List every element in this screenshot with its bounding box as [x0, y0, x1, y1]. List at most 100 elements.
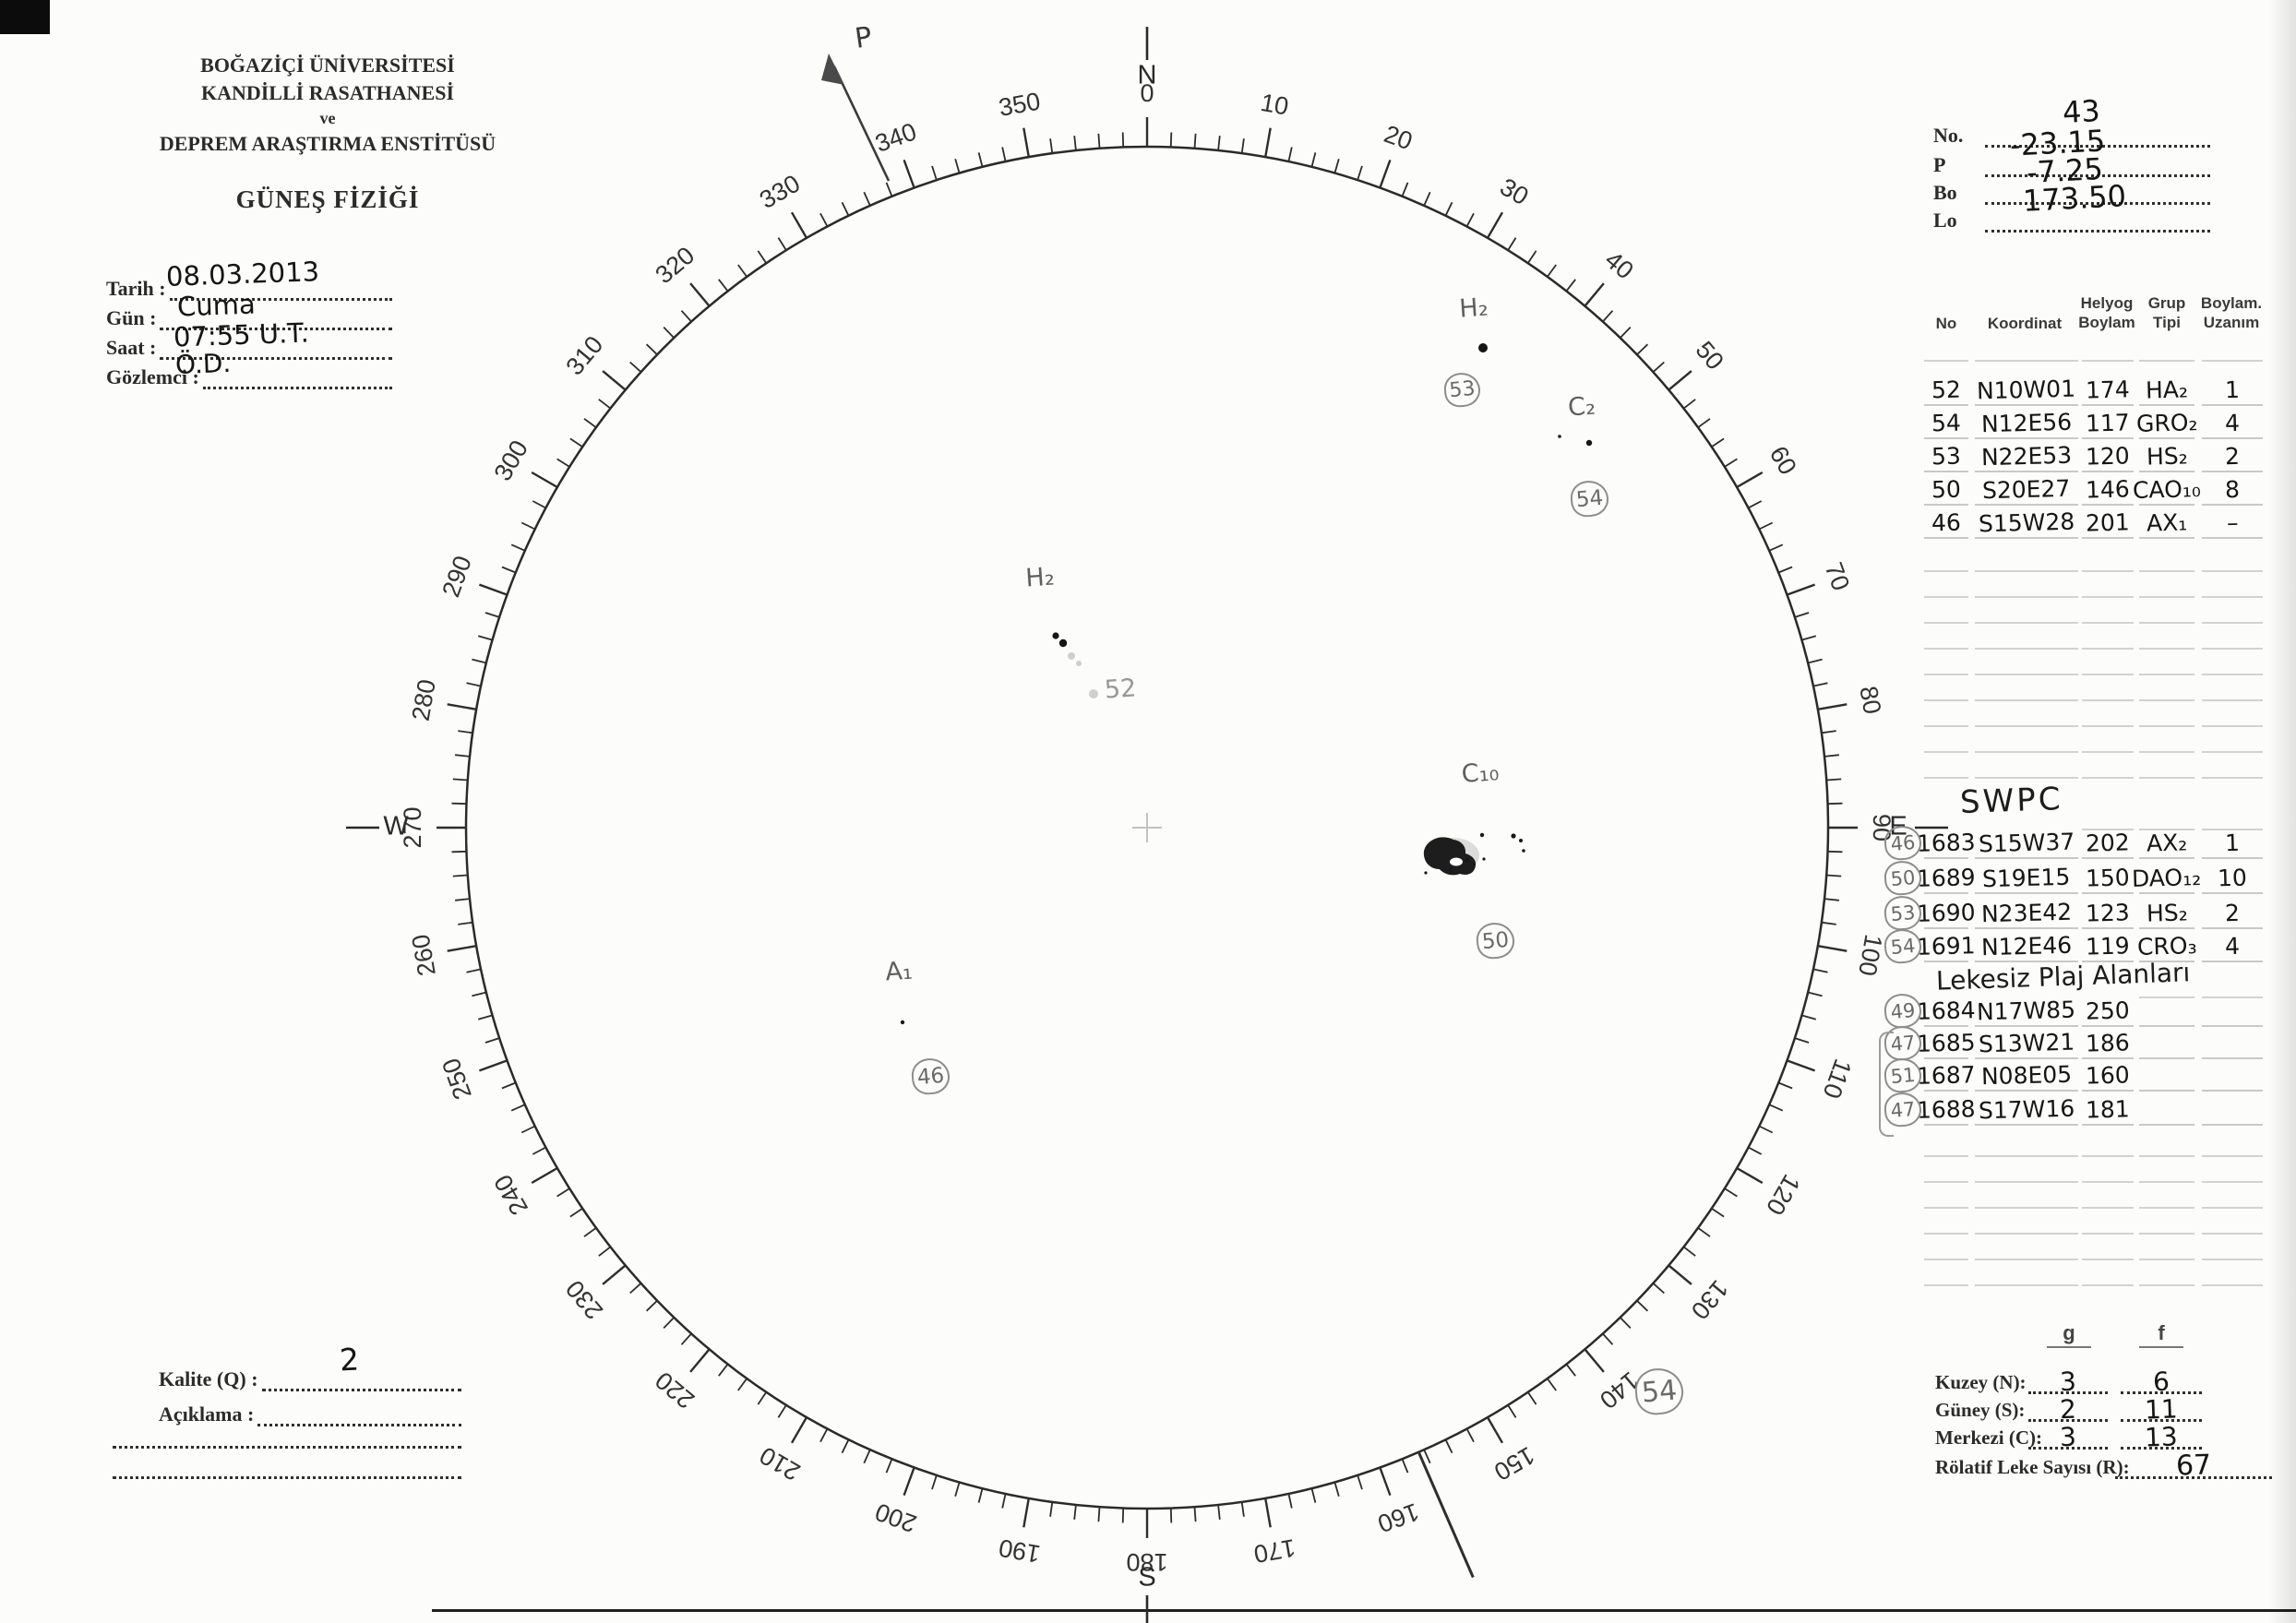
table-cell-no: 1687 [1917, 1056, 1976, 1092]
field-gun-label: Gün : [106, 306, 157, 329]
degree-tick [663, 1317, 675, 1330]
degree-tick [718, 279, 729, 292]
empty-rule-line [1975, 699, 2078, 701]
degree-tick [501, 1081, 517, 1090]
empty-rule-line [1975, 648, 2078, 650]
field-aciklama: Açıklama : [159, 1399, 461, 1426]
field-gozlemci-label: Gözlemci : [106, 365, 199, 388]
table-cell-koordinat: N22E53 [1975, 437, 2078, 472]
degree-tick [1748, 500, 1763, 509]
field-aciklama-label: Açıklama : [159, 1402, 255, 1426]
degree-label: 40 [1599, 245, 1638, 284]
ephemeris-bo: Bo [1933, 179, 2210, 205]
degree-tick [1827, 850, 1843, 853]
table-cell-helyog: 186 [2082, 1024, 2134, 1059]
degree-tick [689, 1348, 711, 1373]
empty-rule-line [1975, 1207, 2078, 1209]
table-cell-grup: AX₂ [2139, 824, 2194, 859]
degree-tick [1736, 471, 1764, 489]
degree-tick [1807, 991, 1823, 997]
empty-rule-line [2139, 648, 2194, 650]
sunspot-group-label: C₁₀ [1460, 758, 1501, 789]
empty-rule-line [1924, 648, 1968, 650]
degree-tick [1636, 343, 1649, 355]
org-line-1: BOĞAZİÇİ ÜNİVERSİTESİ [200, 54, 455, 77]
empty-rule-line [2082, 674, 2134, 675]
sunspot [1558, 435, 1561, 438]
degree-tick [1758, 1125, 1774, 1134]
table-cell-koordinat: N12E56 [1975, 404, 2078, 439]
degree-tick [1379, 1467, 1392, 1497]
empty-rule-line [1924, 1181, 1968, 1183]
degree-label: 340 [871, 117, 920, 158]
pole-arrow-label: P [853, 21, 874, 55]
degree-tick [1444, 201, 1453, 217]
table-cell-no: 50 [1924, 471, 1968, 506]
empty-rule-line [2202, 777, 2263, 779]
degree-tick [977, 152, 984, 168]
degree-tick [477, 1014, 493, 1020]
sunspot-group-label: C₂ [1567, 391, 1596, 423]
degree-tick [466, 968, 482, 973]
degree-tick [1379, 159, 1392, 188]
ephemeris-p-label: P [1933, 153, 1946, 176]
org-line-4: DEPREM ARAŞTIRMA ENSTİTÜSÜ [159, 132, 496, 155]
table-cell-helyog: 123 [2082, 894, 2134, 929]
table-cell-no: 1691 [1917, 927, 1976, 962]
degree-tick [885, 1458, 893, 1474]
degree-tick [757, 1391, 768, 1405]
empty-rule-line [2082, 777, 2134, 779]
degree-tick [1547, 1378, 1557, 1391]
dotted-line [160, 300, 392, 330]
degree-label: 0 [1140, 79, 1154, 107]
degree-label: 290 [436, 552, 477, 601]
table-cell-uzanim: 10 [2202, 859, 2263, 894]
degree-tick [532, 500, 546, 509]
degree-tick [455, 898, 471, 901]
degree-tick [1465, 212, 1475, 227]
degree-tick [1001, 147, 1007, 162]
summary-guney-label: Güney (S): [1935, 1399, 2026, 1421]
degree-label: 250 [436, 1055, 477, 1104]
table-cell-koordinat: N17W85 [1975, 992, 2078, 1027]
degree-tick [1169, 132, 1173, 148]
degree-tick [1821, 921, 1836, 925]
degree-tick [1817, 703, 1848, 710]
degree-tick [863, 191, 871, 207]
table-cell-koordinat: N10W01 [1975, 371, 2078, 406]
degree-tick [1826, 874, 1842, 877]
degree-tick [1022, 127, 1030, 158]
degree-tick [645, 343, 658, 355]
degree-tick [1826, 778, 1842, 782]
degree-tick [1444, 1438, 1453, 1454]
degree-tick [931, 165, 938, 181]
empty-rule-line [2202, 996, 2263, 998]
degree-tick [556, 1187, 570, 1198]
degree-tick [863, 1449, 871, 1464]
ephemeris-lo-label: Lo [1933, 209, 1957, 232]
degree-label: 130 [1686, 1275, 1734, 1325]
degree-tick [790, 1416, 808, 1444]
degree-tick [1824, 898, 1839, 901]
degree-tick [598, 1246, 611, 1257]
empty-rule-line [2139, 996, 2194, 998]
degree-tick [777, 237, 787, 251]
degree-tick [1697, 418, 1711, 428]
empty-rule-line [2139, 570, 2194, 572]
cardinal-letter: N [1138, 61, 1157, 90]
degree-tick [1697, 1227, 1711, 1237]
degree-tick [602, 370, 627, 391]
degree-tick [1507, 1404, 1517, 1418]
empty-rule-line [2202, 751, 2263, 753]
degree-label: 240 [489, 1170, 534, 1220]
summary-kuzey-f: 6 [2121, 1364, 2202, 1397]
empty-rule-line [2139, 751, 2194, 753]
degree-tick [520, 521, 536, 531]
empty-rule-line [1924, 1284, 1968, 1286]
degree-tick [531, 1166, 558, 1185]
degree-tick [777, 1404, 787, 1418]
degree-label: 160 [1374, 1498, 1423, 1538]
field-tarih: Tarih : [106, 273, 392, 301]
table-cell-grup: CRO₃ [2136, 927, 2197, 962]
degree-tick [1310, 152, 1317, 168]
